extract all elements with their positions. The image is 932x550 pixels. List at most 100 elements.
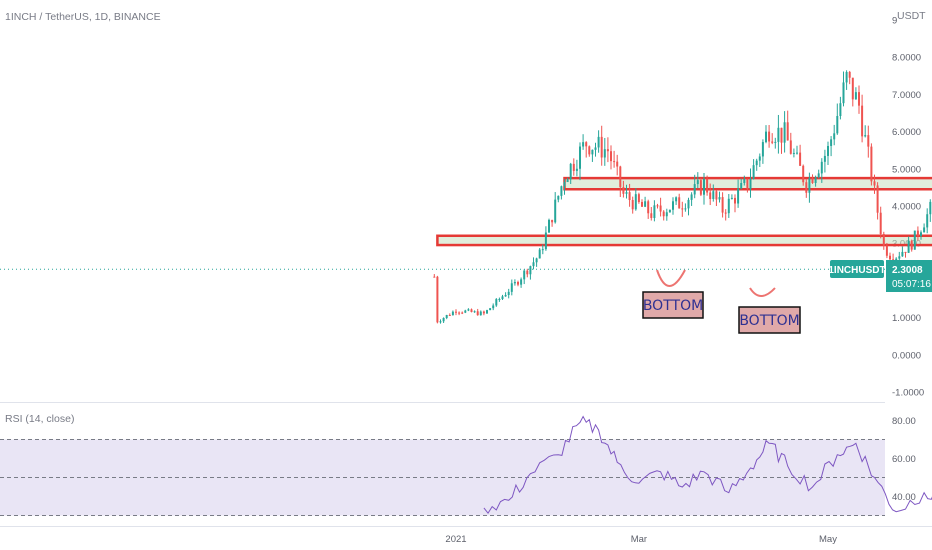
candle-body xyxy=(771,141,774,143)
candle-body xyxy=(885,245,888,256)
candle-body xyxy=(619,166,622,188)
rsi-axis[interactable]: 80.00 60.00 40.00 xyxy=(892,416,916,503)
candle-body xyxy=(672,201,674,210)
candle-body xyxy=(802,165,805,183)
bottom-arc-2 xyxy=(749,287,776,297)
time-tick-label: May xyxy=(819,534,837,545)
candle-body xyxy=(445,315,448,318)
candle-body xyxy=(848,71,851,78)
candle-body xyxy=(712,191,715,200)
candle-body xyxy=(579,146,581,169)
candle-body xyxy=(668,209,671,213)
candle-body xyxy=(451,311,454,316)
candle-body xyxy=(842,82,845,104)
time-tick-label: Mar xyxy=(631,534,647,545)
candle-body xyxy=(699,180,702,195)
candle-body xyxy=(588,146,591,155)
candle-body xyxy=(783,122,786,143)
candle-body xyxy=(541,249,544,251)
candle-body xyxy=(916,230,919,237)
candle-body xyxy=(836,115,839,134)
candle-body xyxy=(464,310,467,313)
candle-body xyxy=(603,149,606,158)
rsi-title: RSI (14, close) xyxy=(5,413,74,425)
candle-body xyxy=(743,179,746,184)
candle-body xyxy=(644,201,647,207)
candle-body xyxy=(678,197,681,209)
candle-body xyxy=(858,92,860,106)
candle-body xyxy=(461,312,464,314)
price-tick-label: 7.0000 xyxy=(892,90,921,101)
candle-body xyxy=(780,127,783,143)
candle-body xyxy=(650,213,653,218)
candle-body xyxy=(873,181,876,186)
candle-body xyxy=(523,270,526,280)
candle-body xyxy=(808,178,811,193)
candle-body xyxy=(529,266,532,275)
currency-label: USDT xyxy=(897,10,926,22)
candle-body xyxy=(507,291,510,295)
rsi-band xyxy=(0,439,885,516)
price-tick-label: -1.0000 xyxy=(892,388,924,399)
candle-body xyxy=(597,136,600,148)
bottom-arc-1 xyxy=(656,269,686,287)
candle-body xyxy=(929,201,932,215)
candle-body xyxy=(479,311,482,316)
candle-body xyxy=(761,142,764,157)
candle-body xyxy=(758,156,761,161)
candle-body xyxy=(920,232,922,237)
candle-body xyxy=(926,214,929,228)
rsi-tick-label: 60.00 xyxy=(892,454,916,465)
price-tick-label: 6.0000 xyxy=(892,127,921,138)
time-axis[interactable]: 2021MarMayJulSep xyxy=(445,534,932,545)
candle-body xyxy=(582,142,585,147)
candle-body xyxy=(879,212,882,235)
candle-body xyxy=(625,192,628,194)
candle-body xyxy=(811,178,814,184)
candle-body xyxy=(715,191,718,200)
candle-body xyxy=(455,311,457,313)
candle-body xyxy=(796,152,798,154)
candle-body xyxy=(448,315,451,317)
candle-body xyxy=(768,131,771,142)
candle-body xyxy=(628,192,631,201)
candle-body xyxy=(513,282,516,284)
rsi-tick-label: 40.00 xyxy=(892,492,916,503)
candle-body xyxy=(724,212,727,214)
candle-body xyxy=(799,152,802,166)
candle-body xyxy=(820,161,823,174)
candle-body xyxy=(557,195,560,200)
candle-body xyxy=(563,182,566,187)
candle-body xyxy=(734,197,736,204)
ticker-badge: 1INCHUSDT xyxy=(828,260,886,278)
price-tick-label: 8.0000 xyxy=(892,53,921,64)
candle-body xyxy=(442,317,445,322)
candle-body xyxy=(532,262,535,267)
candle-body xyxy=(727,198,730,214)
candlestick-series xyxy=(433,70,932,324)
bottom-label-2: BOTTOM xyxy=(738,306,801,334)
candle-body xyxy=(535,258,538,263)
candle-body xyxy=(476,311,479,316)
bottom-label-2-text: BOTTOM xyxy=(739,313,799,329)
candle-body xyxy=(882,234,885,246)
candle-body xyxy=(665,212,668,217)
candle-body xyxy=(854,92,857,100)
candle-body xyxy=(827,145,829,156)
candle-body xyxy=(548,219,550,233)
candle-body xyxy=(554,199,557,223)
candle-body xyxy=(684,208,687,210)
candle-body xyxy=(538,249,541,259)
time-tick-label: 2021 xyxy=(445,534,466,545)
candle-body xyxy=(653,205,656,218)
price-tick-label: 4.0000 xyxy=(892,202,921,213)
candle-body xyxy=(737,188,740,204)
candle-body xyxy=(606,149,609,152)
candle-body xyxy=(876,185,879,213)
candle-body xyxy=(839,103,842,116)
candle-body xyxy=(861,105,864,137)
candle-body xyxy=(622,187,625,194)
candle-body xyxy=(851,77,854,100)
candle-body xyxy=(486,310,488,314)
